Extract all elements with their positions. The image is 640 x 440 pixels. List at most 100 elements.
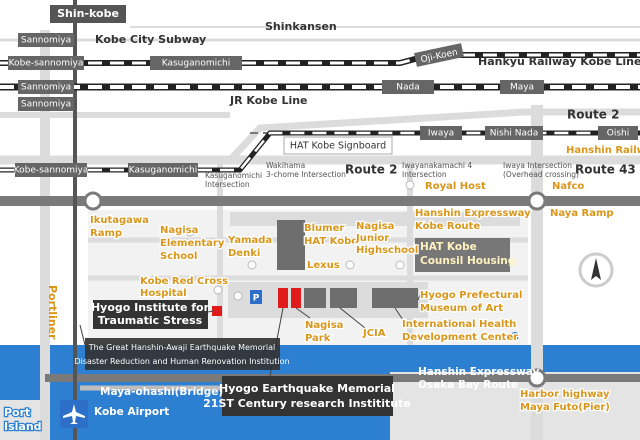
label-line: HAT Kobe bbox=[420, 241, 477, 253]
place-label: Hyogo Prefectural Museum of Art bbox=[420, 290, 522, 314]
label-box bbox=[222, 376, 393, 416]
label-line: Ramp bbox=[90, 228, 122, 239]
building bbox=[330, 288, 357, 308]
station-box bbox=[15, 163, 87, 177]
label-line: Iwaya Intersection bbox=[503, 161, 572, 170]
label-line: HAT Kobe bbox=[304, 236, 358, 247]
station-box bbox=[18, 97, 74, 111]
line-label: JR Kobe Line bbox=[229, 94, 308, 107]
label-line: Intersection bbox=[402, 170, 447, 179]
leader bbox=[339, 307, 366, 329]
label-line: Hospital bbox=[140, 288, 187, 299]
label-line: Kobe Red Cross bbox=[140, 276, 228, 287]
road-label: Route 2 bbox=[345, 163, 397, 177]
signboard-box bbox=[283, 136, 393, 155]
place-label: Kobe Airport bbox=[94, 406, 169, 418]
label-line: 21ST Century research Instititute bbox=[203, 397, 411, 410]
label-line: Harbor highway bbox=[520, 389, 610, 400]
leader bbox=[79, 324, 86, 346]
road-label: Naya Ramp bbox=[550, 208, 614, 219]
parking-box bbox=[250, 290, 262, 304]
line-label: Portliner bbox=[46, 285, 59, 340]
plane bbox=[63, 404, 85, 424]
label-line: Nagisa bbox=[305, 320, 343, 331]
station-box bbox=[420, 126, 462, 140]
ramp bbox=[83, 191, 103, 211]
pier bbox=[390, 372, 640, 440]
label-line: Iwayanakamachi 4 bbox=[402, 161, 472, 170]
leader bbox=[417, 294, 421, 301]
station-box bbox=[150, 56, 242, 70]
place-label: Port Island bbox=[4, 406, 42, 433]
marker bbox=[233, 291, 243, 301]
marker bbox=[247, 260, 257, 270]
label-line: Wakihama bbox=[266, 161, 305, 170]
route-43-road bbox=[0, 196, 640, 206]
label-box bbox=[93, 300, 208, 329]
station-boxes bbox=[8, 5, 638, 177]
north-arrow bbox=[591, 258, 601, 280]
label-line: Counsil Housing bbox=[420, 255, 515, 267]
label-line: The Great Hanshin-Awaji Earthquake Memor… bbox=[88, 343, 276, 352]
station-label: Sannomiya bbox=[21, 83, 71, 93]
label-line: Yamada bbox=[227, 235, 272, 246]
ramp bbox=[527, 368, 547, 388]
station-label: Kasuganomichi bbox=[129, 166, 198, 176]
station-label: Nada bbox=[396, 83, 419, 93]
intersection-label: Iwayanakamachi 4 Intersection bbox=[402, 161, 472, 179]
station-box bbox=[485, 126, 543, 140]
road-label: Route 2 bbox=[567, 108, 619, 122]
station-box bbox=[414, 43, 464, 67]
intersection-label: Iwaya Intersection (Overhead crossing) bbox=[503, 161, 579, 179]
intersection-label: Kasuganomichi Intersection bbox=[205, 171, 262, 189]
place-label: The Great Hanshin-Awaji Earthquake Memor… bbox=[74, 343, 289, 366]
place-label: Yamada Denki bbox=[227, 235, 272, 259]
label-line: Nagisa bbox=[356, 221, 394, 232]
marker bbox=[405, 180, 415, 190]
label-line: Junior bbox=[355, 233, 389, 244]
label-line: Elementary bbox=[160, 238, 225, 249]
label-line: Ikutagawa bbox=[90, 215, 149, 226]
intersection-label: Wakihama 3-chome Intersection bbox=[266, 161, 346, 179]
label-line: Park bbox=[305, 333, 331, 344]
road-label: Hanshin Expressway Osaka Bay Route bbox=[418, 366, 540, 391]
label-line: Maya Futo(Pier) bbox=[520, 402, 610, 413]
station-label: Nishi Nada bbox=[490, 129, 538, 139]
place-label: Nagisa Elementary School bbox=[160, 225, 225, 262]
station-box bbox=[8, 56, 84, 70]
place-label: Nagisa Junior Highschool bbox=[355, 221, 418, 256]
building-highlight bbox=[212, 306, 222, 316]
station-label: Maya bbox=[510, 83, 534, 93]
label-line: Highschool bbox=[356, 245, 418, 256]
label-line: Blumer bbox=[304, 223, 344, 234]
place-label: International Health Development Center bbox=[402, 319, 518, 343]
signboard-label: HAT Kobe Signboard bbox=[290, 141, 386, 152]
place-label: Blumer HAT Kobe bbox=[304, 223, 358, 247]
label-line: Osaka Bay Route bbox=[418, 379, 518, 391]
leader bbox=[394, 307, 406, 324]
label-line: Kobe Route bbox=[415, 221, 480, 232]
station-box bbox=[382, 80, 434, 94]
station-label: Iwaya bbox=[428, 129, 454, 139]
label-line: Hyogo Institute for bbox=[91, 301, 210, 314]
place-label: Nagisa Park bbox=[305, 320, 343, 344]
label-line: Nagisa bbox=[160, 225, 198, 236]
port-island-land bbox=[0, 400, 40, 440]
road-label: Route 43 bbox=[575, 163, 636, 177]
building bbox=[372, 288, 418, 308]
label-line: Hyogo Earthquake Memorial bbox=[219, 382, 395, 395]
line-label: Shinkansen bbox=[265, 20, 337, 33]
building bbox=[415, 238, 510, 272]
label-line: Hanshin Expressway bbox=[418, 366, 540, 378]
label-line: Hyogo Prefectural bbox=[420, 290, 522, 301]
station-box bbox=[500, 80, 544, 94]
label-line: Development Center bbox=[402, 332, 518, 343]
station-box bbox=[18, 33, 74, 47]
label-line: Port bbox=[4, 406, 30, 419]
building-highlight bbox=[278, 288, 288, 308]
marker bbox=[395, 260, 405, 270]
station-box bbox=[18, 80, 74, 94]
place-label: Lexus bbox=[307, 260, 340, 271]
station-box bbox=[598, 126, 638, 140]
